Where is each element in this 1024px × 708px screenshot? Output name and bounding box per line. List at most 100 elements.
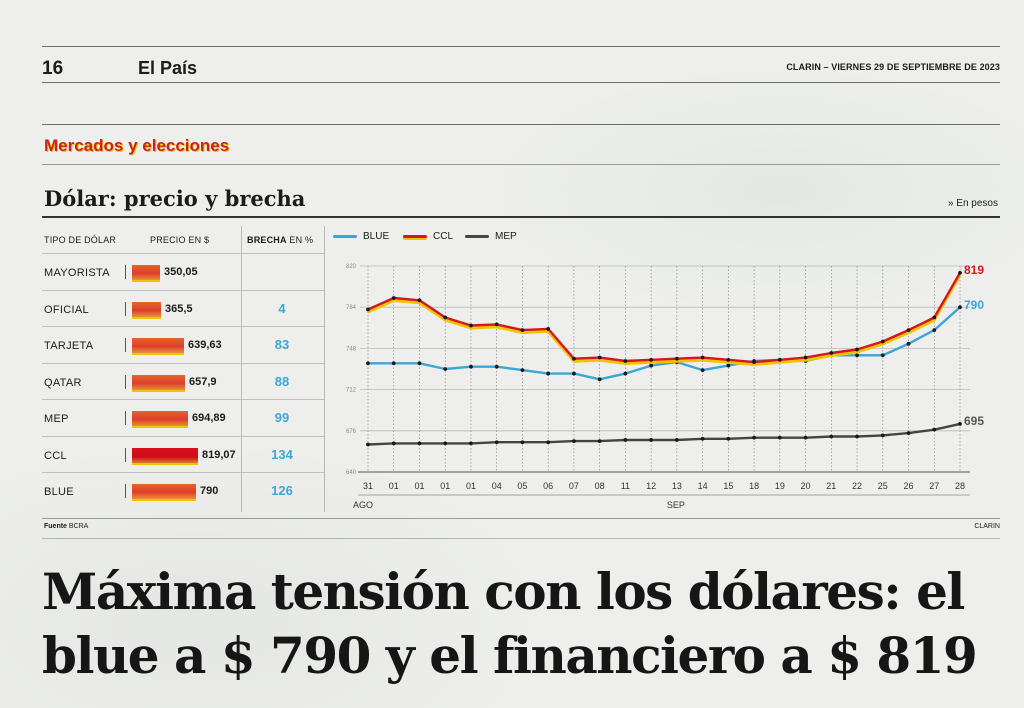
series-ccl-point	[572, 356, 576, 361]
legend-mep: MEP	[465, 231, 517, 242]
series-mep-point	[366, 442, 370, 447]
row-label: QATAR	[44, 376, 82, 389]
series-blue-point	[649, 363, 654, 368]
series-ccl-point	[958, 270, 962, 275]
series-ccl-end-label: 819	[964, 263, 984, 277]
unit-note: » En pesos	[947, 198, 998, 209]
header-price: PRECIO EN $	[150, 235, 210, 245]
line-chart: 820 784 748 712 676 640 31 01 01 01 01 04 05 06 07 08 11…	[346, 263, 984, 510]
series-mep-point	[649, 438, 654, 442]
kicker: Mercados y elecciones	[44, 136, 230, 155]
series-mep-point	[958, 422, 962, 426]
x-tick-label: 01	[389, 481, 399, 491]
x-tick-label: 13	[672, 481, 682, 491]
gap-value: 134	[271, 446, 293, 462]
series-ccl-point	[366, 307, 370, 312]
series-ccl-point	[649, 357, 654, 362]
x-tick-label: 07	[569, 481, 579, 491]
table-separator-left	[241, 226, 242, 512]
series-blue-point	[469, 364, 473, 369]
series-mep-point	[932, 427, 937, 432]
series-ccl-point	[520, 328, 525, 332]
series-ccl-point	[469, 323, 473, 328]
x-tick-label: 01	[414, 481, 424, 491]
x-tick-label: 19	[775, 481, 785, 491]
legend-mep-swatch	[465, 235, 489, 238]
series-blue-point	[932, 328, 937, 332]
series-mep-point	[752, 435, 756, 440]
series-mep-point	[417, 441, 422, 446]
masthead-rule	[42, 82, 1000, 83]
bar-axis-tick	[125, 484, 126, 498]
legend-blue-label: BLUE	[363, 231, 390, 242]
legend-ccl-swatch	[403, 235, 427, 238]
x-tick-label: 12	[646, 481, 656, 491]
series-ccl-point	[777, 357, 782, 362]
bar-axis-tick	[125, 338, 126, 352]
y-tick-label: 676	[346, 429, 357, 435]
series-mep-point	[674, 438, 679, 442]
y-tick-label: 784	[346, 305, 357, 311]
series-mep-line	[367, 422, 961, 446]
source-note: Fuente BCRA	[44, 523, 88, 530]
series-ccl-line	[367, 272, 962, 364]
section-rule	[42, 124, 1000, 125]
series-ccl-point	[932, 315, 937, 320]
gap-value: 83	[274, 337, 290, 352]
series-blue-point	[880, 353, 885, 358]
legend-ccl-label: CCL	[433, 231, 454, 242]
chart-title: Dólar: precio y brecha	[44, 186, 306, 211]
series-mep-point	[855, 434, 859, 439]
price-value: 819,07	[202, 448, 236, 461]
table-row-divider	[42, 472, 324, 473]
bar-axis-tick	[125, 447, 126, 462]
bar-axis-tick	[125, 265, 126, 279]
top-rule	[42, 46, 1000, 47]
row-label: TARJETA	[44, 340, 94, 352]
series-ccl-point	[906, 328, 911, 332]
bar-axis-tick	[125, 411, 126, 425]
y-tick-label: 748	[346, 346, 357, 352]
page-number: 16	[42, 58, 64, 79]
x-tick-label: 28	[955, 481, 965, 491]
series-ccl-point	[855, 347, 859, 352]
series-ccl-point	[726, 357, 731, 362]
x-tick-label: 25	[878, 481, 888, 491]
y-tick-label: 712	[346, 388, 357, 394]
table-row-divider	[42, 326, 324, 327]
x-tick-label: 14	[698, 481, 708, 491]
series-mep-point	[494, 440, 499, 445]
series-blue-line	[368, 306, 961, 381]
series-mep-point	[906, 431, 911, 435]
header-gap-rest: EN %	[286, 235, 314, 245]
price-value: 639,63	[188, 339, 222, 351]
series-ccl-point	[417, 298, 422, 303]
credit: CLARIN	[974, 523, 1000, 530]
table-row-divider	[42, 435, 324, 437]
price-bar	[132, 484, 196, 499]
bar-axis-tick	[125, 301, 126, 316]
x-tick-label: 15	[723, 481, 733, 491]
price-value: 657,9	[189, 375, 217, 388]
price-value: 350,05	[164, 266, 198, 278]
row-label: CCL	[44, 449, 67, 462]
legend-blue-swatch	[333, 235, 357, 238]
series-ccl-point	[597, 355, 602, 360]
x-tick-label: 31	[363, 481, 373, 491]
y-tick-label: 820	[346, 264, 357, 270]
series-mep-point	[726, 436, 731, 441]
series-blue-point	[726, 363, 731, 368]
x-tick-label: 22	[852, 481, 862, 491]
series-mep-point	[829, 434, 834, 439]
x-tick-label: 04	[492, 481, 502, 491]
series-blue-point	[443, 367, 448, 371]
y-tick-label: 640	[346, 470, 357, 476]
series-blue-end-label: 790	[964, 298, 984, 312]
series-ccl-point	[880, 339, 885, 344]
header-type: TIPO DE DÓLAR	[44, 235, 117, 245]
series-blue-point	[597, 377, 602, 382]
series-blue-point	[546, 371, 551, 376]
row-label: MEP	[44, 413, 69, 425]
series-blue-point	[572, 371, 576, 376]
month-label: SEP	[667, 500, 685, 510]
